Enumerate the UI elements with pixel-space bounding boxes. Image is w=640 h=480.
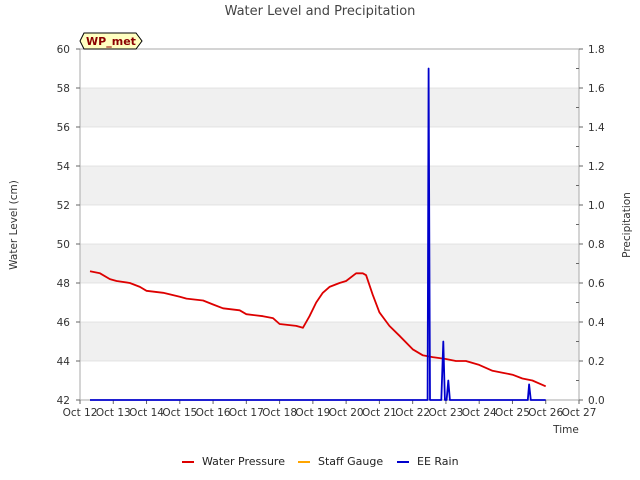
x-tick-label: Oct 18 [262,407,297,419]
left-y-tick-label: 52 [57,200,70,212]
right-y-tick-label: 0.2 [588,356,605,368]
x-tick-label: Oct 14 [129,407,164,419]
series-line-water-pressure [89,270,547,388]
right-y-tick-label: 1.8 [588,44,605,56]
left-y-tick-label: 50 [57,239,70,251]
x-tick-label: Oct 25 [495,407,530,419]
x-tick-label: Oct 27 [562,407,597,419]
legend-label: Water Pressure [202,455,285,468]
left-y-tick-label: 54 [57,161,71,173]
background-bands [80,88,579,361]
background-band [80,322,579,361]
right-y-tick-label: 0.6 [588,278,605,290]
left-y-tick-label: 44 [57,356,71,368]
background-band [80,166,579,205]
right-y-tick-label: 0.8 [588,239,605,251]
x-tick-label: Oct 12 [63,407,98,419]
right-y-axis-label: Precipitation [621,192,633,258]
legend: Water Pressure Staff Gauge EE Rain [182,455,459,468]
chart-title: Water Level and Precipitation [225,4,416,19]
left-y-tick-label: 60 [57,44,70,56]
series-layer [89,67,547,401]
right-y-tick-label: 1.4 [588,122,605,134]
legend-label: Staff Gauge [318,455,383,468]
left-y-axis-label: Water Level (cm) [8,180,20,270]
x-axis-label: Time [552,424,579,436]
x-tick-label: Oct 26 [528,407,563,419]
right-y-tick-label: 1.2 [588,161,605,173]
x-tick-label: Oct 24 [462,407,497,419]
right-y-tick-label: 1.6 [588,83,605,95]
left-y-tick-label: 42 [57,395,70,407]
x-tick-label: Oct 17 [229,407,264,419]
left-y-tick-label: 56 [57,122,71,134]
x-tick-label: Oct 21 [362,407,397,419]
right-y-tick-label: 0.4 [588,317,605,329]
x-tick-label: Oct 23 [429,407,464,419]
x-tick-label: Oct 19 [295,407,330,419]
x-tick-label: Oct 16 [196,407,231,419]
right-y-tick-label: 1.0 [588,200,605,212]
right-y-axis-ticks: 0.0 0.2 0.4 0.6 0.8 1.0 1.2 1.4 1.6 1.8 [576,44,605,407]
x-tick-label: Oct 20 [329,407,364,419]
badge-label: WP_met [86,35,136,48]
x-tick-label: Oct 13 [96,407,131,419]
legend-label: EE Rain [417,455,459,468]
left-y-tick-label: 58 [57,83,70,95]
background-band [80,88,579,127]
right-y-tick-label: 0.0 [588,395,605,407]
x-tick-label: Oct 15 [162,407,197,419]
background-band [80,244,579,283]
series-line-ee-rain [90,67,546,401]
badge-background [79,32,143,50]
x-tick-label: Oct 22 [395,407,430,419]
left-y-axis-ticks: 42 44 46 48 50 52 54 56 58 60 [57,44,80,407]
station-badge: WP_met [79,32,143,50]
left-y-tick-label: 46 [57,317,71,329]
left-y-tick-label: 48 [57,278,70,290]
